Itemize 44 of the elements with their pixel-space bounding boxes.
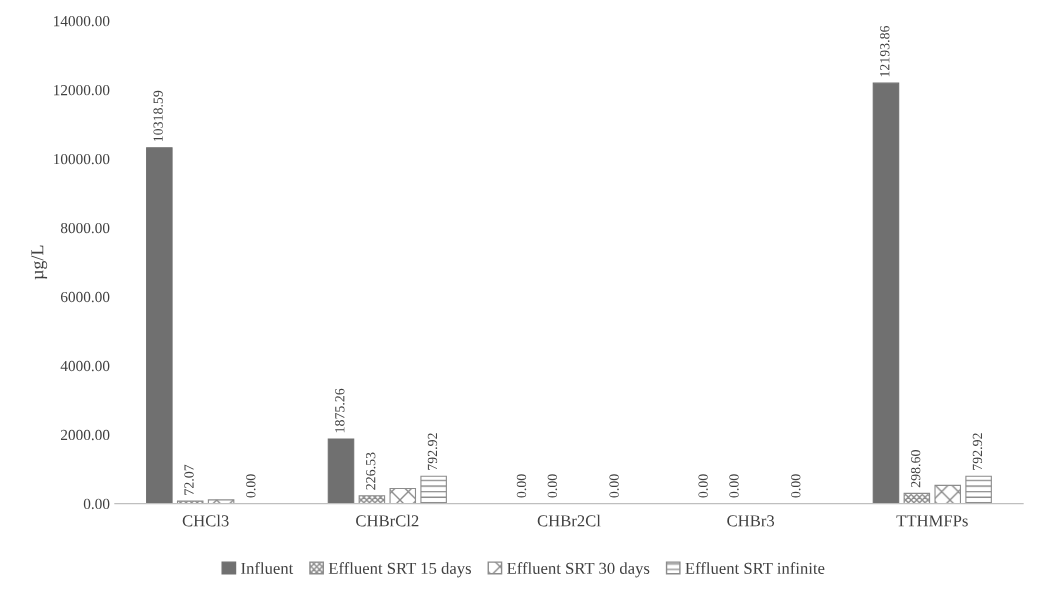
bar — [207, 499, 235, 504]
data-label: 792.92 — [972, 433, 983, 470]
data-label: 10318.59 — [153, 90, 163, 142]
data-label: 0.00 — [698, 474, 708, 498]
data-label: 1875.26 — [335, 388, 345, 433]
data-label: 72.07 — [184, 464, 194, 495]
bar — [872, 82, 900, 504]
legend-label: Effluent SRT infinite — [685, 562, 825, 574]
x-tick-label: CHBrCl2 — [356, 514, 419, 527]
y-tick-label: 0.00 — [83, 498, 110, 510]
data-label: 0.00 — [609, 474, 619, 498]
data-label: 298.60 — [910, 450, 921, 488]
x-tick-label: CHBr2Cl — [537, 514, 601, 527]
data-label: 0.00 — [516, 474, 527, 498]
bar — [389, 487, 417, 504]
y-tick-label: 10000.00 — [54, 153, 110, 165]
data-label: 0.00 — [729, 474, 739, 498]
y-axis-title: µg/L — [31, 245, 48, 280]
y-tick-label: 14000.00 — [54, 16, 110, 27]
y-tick-label: 6000.00 — [60, 291, 110, 303]
bar — [146, 147, 173, 504]
x-tick-label: CHBr3 — [727, 515, 775, 527]
data-label: 12193.86 — [880, 25, 890, 77]
bar — [934, 484, 962, 504]
legend-label: Effluent SRT 30 days — [507, 562, 650, 578]
data-label: 226.53 — [366, 452, 376, 490]
bar — [358, 495, 386, 504]
legend-label: Influent — [241, 562, 294, 574]
y-tick-label: 8000.00 — [60, 222, 110, 234]
x-tick-label: CHCl3 — [182, 514, 229, 527]
y-tick-label: 12000.00 — [54, 84, 110, 96]
data-label: 0.00 — [547, 474, 558, 498]
bar — [965, 475, 992, 504]
data-label: 0.00 — [791, 474, 801, 498]
x-tick-label: TTHMFPs — [896, 515, 968, 527]
y-tick-label: 2000.00 — [61, 429, 110, 441]
data-label: 0.00 — [246, 474, 256, 498]
bar — [420, 475, 447, 504]
bar — [327, 438, 355, 504]
bar — [176, 500, 204, 504]
legend-label: Effluent SRT 15 days — [328, 562, 471, 578]
bar — [903, 492, 931, 504]
y-tick-label: 4000.00 — [60, 360, 110, 372]
data-label: 792.92 — [427, 433, 438, 470]
